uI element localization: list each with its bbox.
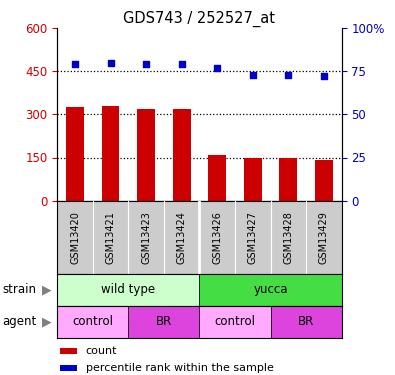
Point [179,62,185,68]
Text: yucca: yucca [253,283,288,296]
Bar [315,159,333,201]
Text: strain: strain [2,283,36,296]
Point [321,74,327,80]
Bar [66,107,84,201]
Text: GSM13423: GSM13423 [141,211,151,264]
Text: BR: BR [298,315,314,328]
Bar [60,364,77,371]
Text: GSM13429: GSM13429 [319,211,329,264]
Point [72,62,78,68]
Text: GSM13427: GSM13427 [248,211,258,264]
Text: percentile rank within the sample: percentile rank within the sample [86,363,274,373]
Text: wild type: wild type [101,283,156,296]
Point [214,65,220,71]
Bar [173,109,191,201]
Bar [280,158,297,201]
Text: ▶: ▶ [42,315,51,328]
Point [143,62,149,68]
Bar [271,306,342,338]
Bar [244,158,262,201]
Bar [57,306,128,338]
Point [107,60,114,66]
Text: agent: agent [2,315,36,328]
Text: GSM13420: GSM13420 [70,211,80,264]
Text: GSM13428: GSM13428 [283,211,293,264]
Text: GSM13426: GSM13426 [212,211,222,264]
Bar [128,306,199,338]
Title: GDS743 / 252527_at: GDS743 / 252527_at [124,10,275,27]
Bar [60,348,77,354]
Text: GSM13421: GSM13421 [105,211,116,264]
Point [285,72,292,78]
Bar [137,109,155,201]
Text: control: control [72,315,113,328]
Text: GSM13424: GSM13424 [177,211,187,264]
Bar [102,106,120,201]
Text: BR: BR [156,315,172,328]
Text: control: control [214,315,256,328]
Text: count: count [86,346,117,356]
Bar [209,154,226,201]
Text: ▶: ▶ [42,283,51,296]
Bar [199,274,342,306]
Bar [57,274,199,306]
Point [250,72,256,78]
Bar [199,306,271,338]
